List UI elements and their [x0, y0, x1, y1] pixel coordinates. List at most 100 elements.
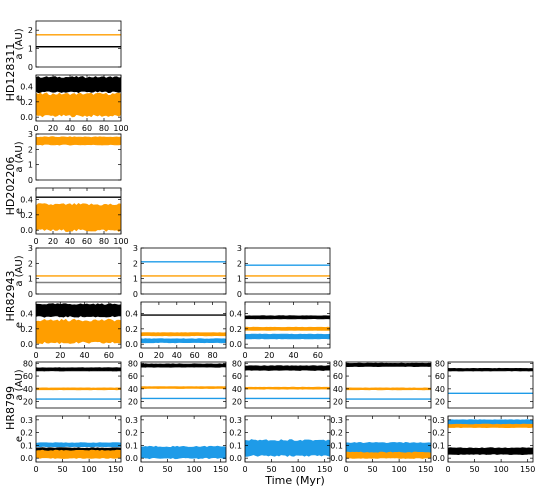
series-band-blue	[346, 441, 431, 453]
x-tick-label: 100	[81, 465, 96, 474]
y-tick-label: 1	[28, 275, 33, 284]
series-band-black	[36, 76, 121, 94]
series-band-orange	[36, 136, 121, 146]
x-tick-label: 100	[113, 237, 128, 246]
x-tick-label: 80	[207, 351, 217, 360]
series-band-orange	[36, 387, 121, 391]
x-tick-label: 50	[57, 465, 67, 474]
series-group	[36, 367, 121, 400]
y-tick-label: 20	[23, 398, 33, 407]
y-axis-title: e	[14, 208, 25, 214]
y-tick-label: 0.1	[125, 441, 138, 450]
x-tick-label: 0	[242, 351, 247, 360]
row-label-hd202206: HD202206	[4, 157, 17, 216]
panel-hr82943-e: 0.0 0.2 0.4 0 20 40 60 80	[125, 301, 227, 360]
panel-frame	[244, 301, 331, 349]
panel-frame	[35, 133, 122, 181]
series-band-black	[448, 447, 533, 456]
y-tick-label: 0.3	[20, 416, 33, 425]
series-group	[346, 362, 431, 400]
series-band-blue	[245, 333, 330, 340]
series-band-black	[448, 367, 533, 372]
series-group	[36, 442, 121, 459]
y-tick-label: 0	[133, 290, 138, 299]
y-tick-label: 60	[333, 372, 343, 381]
y-tick-label: 0	[237, 290, 242, 299]
y-tick-label: 0	[28, 290, 33, 299]
x-tick-label: 60	[190, 351, 200, 360]
y-tick-label: 0.4	[125, 310, 138, 319]
y-tick-label: 60	[128, 372, 138, 381]
panel-hr8799-a: 20 40 60 80	[232, 359, 331, 409]
y-tick-label: 40	[435, 385, 445, 394]
y-tick-label: 0.0	[20, 226, 33, 235]
x-tick-label: 80	[99, 237, 109, 246]
y-tick-label: 0.2	[20, 211, 33, 220]
panel-frame	[35, 187, 122, 235]
y-tick-label: 80	[128, 359, 138, 368]
y-tick-label: 1	[28, 161, 33, 170]
panel-hr82943-a: 0 1 2 3	[237, 244, 331, 299]
x-tick-label: 100	[113, 124, 128, 133]
x-tick-label: 100	[186, 465, 201, 474]
y-tick-label: 0.1	[432, 441, 445, 450]
panel-frame	[140, 301, 227, 349]
panel-frame	[140, 247, 227, 295]
y-tick-label: 60	[232, 372, 242, 381]
y-tick-label: 2	[28, 145, 33, 154]
y-tick-label: 0.2	[20, 325, 33, 334]
panel-frame	[140, 361, 227, 409]
series-group	[448, 419, 533, 456]
series-band-orange	[245, 386, 330, 390]
series-band-orange	[36, 318, 121, 345]
series-band-black	[245, 315, 330, 320]
y-tick-label: 0.2	[229, 325, 242, 334]
y-tick-label: 0.0	[229, 340, 242, 349]
y-tick-label: 40	[333, 385, 343, 394]
y-tick-label: 0.3	[432, 416, 445, 425]
panel-frame	[345, 361, 432, 409]
panel-frame	[447, 415, 534, 463]
series-band-orange	[36, 449, 121, 459]
panel-frame	[244, 247, 331, 295]
panel-hr8799-a: 20 40 60 80	[128, 359, 227, 409]
panel-frame	[35, 415, 122, 463]
x-tick-label: 20	[48, 124, 58, 133]
x-axis-title: Time (Myr)	[264, 474, 325, 487]
series-band-orange	[346, 387, 431, 391]
x-tick-label: 150	[108, 465, 123, 474]
y-tick-label: 0.2	[125, 429, 138, 438]
series-group	[141, 445, 226, 460]
row-label-hr82943: HR82943	[4, 271, 17, 322]
x-tick-label: 150	[213, 465, 228, 474]
series-band-orange	[36, 92, 121, 118]
x-tick-label: 20	[55, 351, 65, 360]
series-group	[141, 261, 226, 284]
y-axis-title: e	[14, 95, 25, 101]
panel-hr8799-e: 0.0 0.1 0.2 0.3 0 50 100 150	[125, 415, 228, 474]
y-tick-label: 0.4	[20, 310, 33, 319]
panel-frame	[447, 361, 534, 409]
y-tick-label: 20	[333, 398, 343, 407]
panel-frame	[35, 361, 122, 409]
series-group	[36, 76, 121, 118]
y-axis-title: a (AU)	[14, 255, 25, 286]
y-tick-label: 20	[435, 398, 445, 407]
y-tick-label: 80	[232, 359, 242, 368]
y-tick-label: 0.0	[20, 340, 33, 349]
y-tick-label: 60	[435, 372, 445, 381]
series-band-black	[245, 365, 330, 371]
x-tick-label: 40	[288, 351, 298, 360]
x-tick-label: 50	[469, 465, 479, 474]
series-group	[245, 264, 330, 284]
y-axis-title: a (AU)	[14, 141, 25, 172]
panel-frame	[244, 415, 331, 463]
series-group	[245, 439, 330, 457]
row-label-group: HD128311 HD202206 HR82943 HR8799	[4, 43, 17, 430]
x-tick-label: 20	[154, 351, 164, 360]
y-axis-title: a (AU)	[14, 369, 25, 400]
x-tick-label: 100	[290, 465, 305, 474]
y-tick-label: 2	[133, 259, 138, 268]
